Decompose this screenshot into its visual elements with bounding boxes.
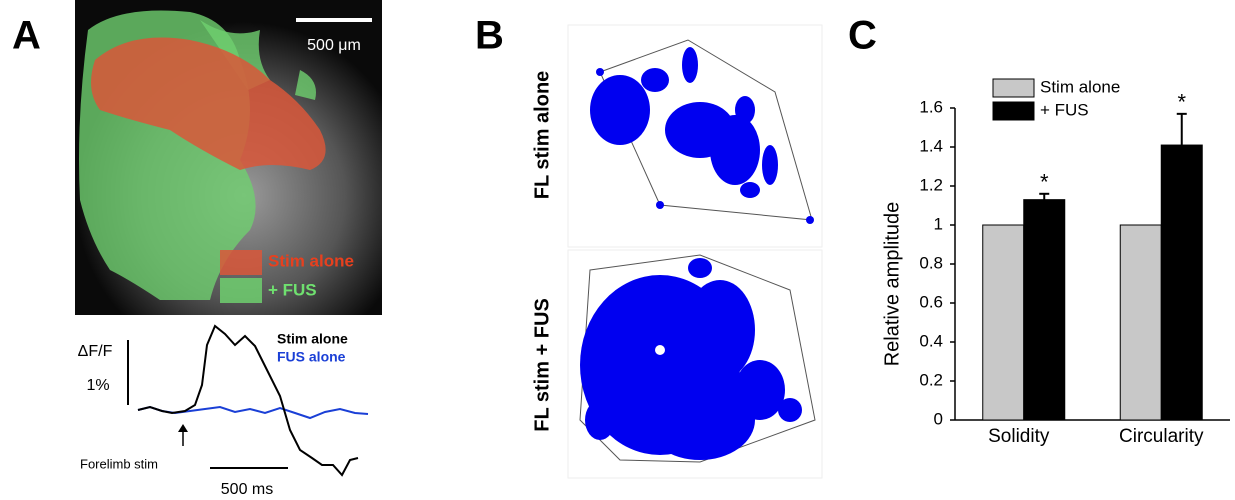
legend-label: Stim alone	[268, 251, 354, 270]
bar-chart: 0 0.2 0.4 0.6 0.8 1 1.2 1.4 1.6 Relative amplitud…	[881, 77, 1230, 447]
trace-legend: Stim alone	[277, 331, 348, 347]
bar	[1161, 145, 1202, 420]
bar	[1120, 225, 1161, 420]
y-tick-label: 0.2	[919, 370, 943, 389]
legend-label: + FUS	[268, 280, 317, 299]
y-tick-label: 1.6	[919, 97, 943, 116]
y-tick-label: 1.2	[919, 175, 943, 194]
panel-label: A	[12, 14, 41, 58]
bar	[983, 225, 1024, 420]
panel-label: C	[848, 14, 877, 58]
significance: *	[1177, 90, 1186, 115]
legend-swatch	[993, 102, 1034, 120]
y-tick-label: 0	[934, 409, 943, 428]
legend-label: Stim alone	[1040, 77, 1120, 96]
y-tick-label: 0.4	[919, 331, 943, 350]
y-tick-label: 1	[934, 214, 943, 233]
legend-label: + FUS	[1040, 100, 1089, 119]
y-tick-label: 1.4	[919, 136, 943, 155]
figure: A 500 μm Stim alone + FUS ΔF/F 1% Stim a…	[0, 0, 1235, 500]
significance: *	[1040, 170, 1049, 195]
bar	[1024, 200, 1065, 420]
row-label: FL stim + FUS	[531, 298, 553, 432]
trace-axis-label: ΔF/F	[78, 343, 113, 360]
shape-images	[568, 25, 822, 478]
y-axis-label: Relative amplitude	[881, 202, 903, 367]
time-scale-label: 500 ms	[221, 481, 273, 498]
row-label: FL stim alone	[531, 71, 553, 200]
stim-label: Forelimb stim	[80, 456, 158, 471]
trace-scale-label: 1%	[86, 377, 109, 394]
y-tick-label: 0.6	[919, 292, 943, 311]
x-tick-label: Solidity	[988, 426, 1050, 447]
scale-bar-label: 500 μm	[307, 37, 361, 54]
trace-legend: FUS alone	[277, 349, 346, 365]
y-tick-label: 0.8	[919, 253, 943, 272]
legend-swatch	[993, 79, 1034, 97]
x-tick-label: Circularity	[1119, 426, 1204, 447]
panel-label: B	[475, 14, 504, 58]
